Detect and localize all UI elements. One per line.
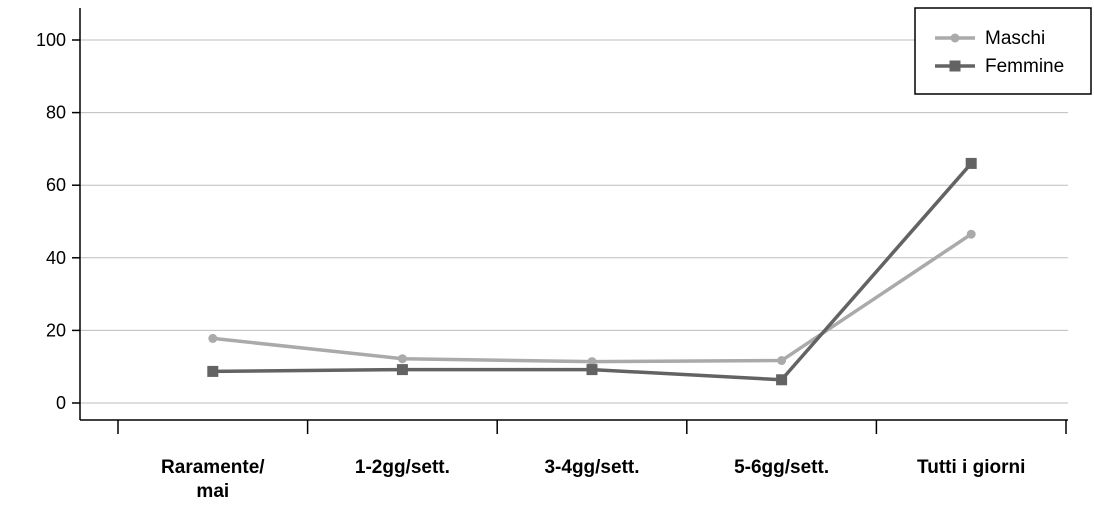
x-category-label: Tutti i giorni <box>917 457 1025 478</box>
y-tick-label: 100 <box>36 30 66 50</box>
y-tick-label: 0 <box>56 393 66 413</box>
data-point <box>776 374 788 386</box>
data-point <box>208 333 218 343</box>
y-tick-label: 60 <box>46 175 66 195</box>
x-category-labels: Raramente/mai 1-2gg/sett. 3-4gg/sett. 5-6gg… <box>161 457 1025 502</box>
data-point <box>207 365 219 377</box>
legend-label: Femmine <box>985 56 1064 77</box>
legend: Maschi Femmine <box>914 7 1092 95</box>
series-femmine <box>207 157 977 386</box>
legend-item: Maschi <box>935 28 1045 49</box>
x-category-label: 1-2gg/sett. <box>355 457 450 478</box>
legend-marker <box>949 60 961 72</box>
data-point <box>966 229 976 239</box>
gridlines <box>80 39 1068 404</box>
y-tick-label: 40 <box>46 248 66 268</box>
y-tick-labels: 0 20 40 60 80 100 <box>36 30 66 413</box>
series-line <box>212 162 973 382</box>
data-point <box>397 354 407 364</box>
x-category-label: 3-4gg/sett. <box>544 457 639 478</box>
data-point <box>587 357 597 367</box>
series-line <box>212 232 973 364</box>
x-category-label: Raramente/mai <box>161 457 265 502</box>
y-tick-label: 80 <box>46 103 66 123</box>
data-point <box>586 364 598 376</box>
x-category-label: 5-6gg/sett. <box>734 457 829 478</box>
series-maschi <box>208 229 976 367</box>
legend-item: Femmine <box>935 56 1064 77</box>
legend-box <box>914 7 1092 95</box>
data-point <box>396 364 408 376</box>
legend-label: Maschi <box>985 28 1045 49</box>
legend-marker <box>950 33 960 43</box>
data-point <box>777 356 787 366</box>
axes <box>72 8 1068 434</box>
data-point <box>965 157 977 169</box>
series <box>207 157 977 386</box>
y-tick-label: 20 <box>46 320 66 340</box>
